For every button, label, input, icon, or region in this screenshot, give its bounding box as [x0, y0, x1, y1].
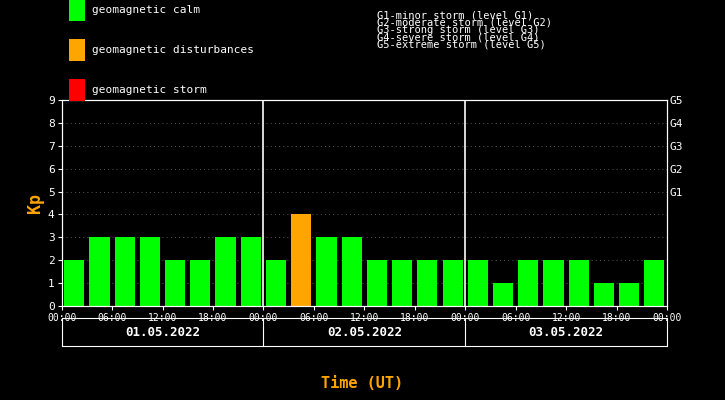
Bar	[140, 237, 160, 306]
Bar	[215, 237, 236, 306]
Bar	[392, 260, 413, 306]
Text: 02.05.2022: 02.05.2022	[327, 326, 402, 338]
Bar	[165, 260, 185, 306]
Text: G3-strong storm (level G3): G3-strong storm (level G3)	[377, 25, 539, 35]
Bar	[190, 260, 210, 306]
Bar	[619, 283, 639, 306]
Text: G5-extreme storm (level G5): G5-extreme storm (level G5)	[377, 40, 546, 50]
Bar	[594, 283, 614, 306]
Bar	[367, 260, 387, 306]
Bar	[266, 260, 286, 306]
Text: geomagnetic disturbances: geomagnetic disturbances	[92, 45, 254, 55]
Bar	[341, 237, 362, 306]
Bar	[89, 237, 109, 306]
Bar	[291, 214, 311, 306]
Text: G1-minor storm (level G1): G1-minor storm (level G1)	[377, 10, 534, 20]
Bar	[418, 260, 437, 306]
Bar	[316, 237, 336, 306]
Text: Time (UT): Time (UT)	[321, 376, 404, 392]
Bar	[518, 260, 539, 306]
Bar	[493, 283, 513, 306]
Bar	[468, 260, 488, 306]
Text: geomagnetic calm: geomagnetic calm	[92, 5, 200, 15]
Bar	[115, 237, 135, 306]
Text: geomagnetic storm: geomagnetic storm	[92, 85, 207, 95]
Bar	[544, 260, 563, 306]
Bar	[64, 260, 84, 306]
Bar	[442, 260, 463, 306]
Bar	[645, 260, 665, 306]
Y-axis label: Kp: Kp	[26, 193, 44, 213]
Text: 03.05.2022: 03.05.2022	[529, 326, 604, 338]
Text: G4-severe storm (level G4): G4-severe storm (level G4)	[377, 32, 539, 42]
Text: 01.05.2022: 01.05.2022	[125, 326, 200, 338]
Bar	[568, 260, 589, 306]
Text: G2-moderate storm (level G2): G2-moderate storm (level G2)	[377, 17, 552, 27]
Bar	[241, 237, 261, 306]
